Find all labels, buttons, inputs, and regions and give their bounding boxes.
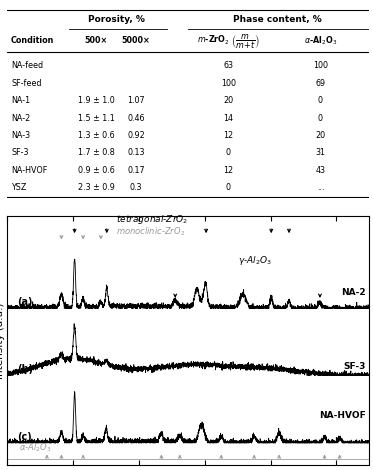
Text: 20: 20 — [223, 96, 233, 105]
Text: 0.9 ± 0.6: 0.9 ± 0.6 — [78, 166, 115, 175]
Text: NA-1: NA-1 — [11, 96, 30, 105]
Text: 0.17: 0.17 — [127, 166, 145, 175]
Text: $\alpha$-Al$_2$O$_3$: $\alpha$-Al$_2$O$_3$ — [304, 34, 337, 47]
Text: $\alpha$-$\mathit{Al_2O_3}$: $\alpha$-$\mathit{Al_2O_3}$ — [19, 442, 52, 454]
Text: Phase content, %: Phase content, % — [233, 15, 322, 24]
Text: SF-3: SF-3 — [344, 362, 366, 371]
Text: 43: 43 — [316, 166, 325, 175]
Text: $\gamma$-$\mathit{Al_2O_3}$: $\gamma$-$\mathit{Al_2O_3}$ — [238, 254, 272, 267]
Text: 63: 63 — [223, 61, 233, 70]
Text: (a): (a) — [17, 297, 33, 307]
Text: 0.46: 0.46 — [127, 114, 145, 123]
Text: 0.92: 0.92 — [127, 131, 145, 140]
Text: NA-HVOF: NA-HVOF — [319, 411, 366, 420]
Text: 12: 12 — [223, 131, 233, 140]
Text: 0: 0 — [318, 96, 323, 105]
Text: YSZ: YSZ — [11, 183, 26, 192]
Text: $\mathit{monoclinic}$-$\mathit{ZrO_2}$: $\mathit{monoclinic}$-$\mathit{ZrO_2}$ — [116, 226, 185, 238]
Text: NA-feed: NA-feed — [11, 61, 43, 70]
Y-axis label: Intensity (a.u.): Intensity (a.u.) — [0, 303, 5, 379]
Text: Porosity, %: Porosity, % — [88, 15, 144, 24]
Text: NA-HVOF: NA-HVOF — [11, 166, 47, 175]
Text: SF-3: SF-3 — [11, 149, 29, 157]
Text: 12: 12 — [223, 166, 233, 175]
Text: 31: 31 — [316, 149, 325, 157]
Text: ...: ... — [317, 183, 324, 192]
Text: NA-2: NA-2 — [11, 114, 30, 123]
Text: 1.9 ± 1.0: 1.9 ± 1.0 — [78, 96, 115, 105]
Text: 500×: 500× — [84, 36, 108, 45]
Text: 100: 100 — [221, 78, 236, 88]
Text: $m$-ZrO$_2$ $\left(\dfrac{m}{m\!+\!t}\right)$: $m$-ZrO$_2$ $\left(\dfrac{m}{m\!+\!t}\ri… — [197, 32, 260, 51]
Text: Condition: Condition — [11, 36, 54, 45]
Text: 0: 0 — [226, 183, 231, 192]
Text: 20: 20 — [315, 131, 326, 140]
Text: 1.07: 1.07 — [127, 96, 145, 105]
Text: 100: 100 — [313, 61, 328, 70]
Text: 69: 69 — [315, 78, 326, 88]
Text: 5000×: 5000× — [122, 36, 150, 45]
Text: 2.3 ± 0.9: 2.3 ± 0.9 — [78, 183, 115, 192]
Text: NA-3: NA-3 — [11, 131, 30, 140]
Text: SF-feed: SF-feed — [11, 78, 41, 88]
Text: 0: 0 — [226, 149, 231, 157]
Text: 1.7 ± 0.8: 1.7 ± 0.8 — [78, 149, 115, 157]
Text: 1.5 ± 1.1: 1.5 ± 1.1 — [78, 114, 115, 123]
Text: 14: 14 — [223, 114, 233, 123]
Text: 0: 0 — [318, 114, 323, 123]
Text: (b): (b) — [17, 364, 34, 375]
Text: $\mathbf{\mathit{tetragonal}}$-$\mathbf{\mathit{ZrO_2}}$: $\mathbf{\mathit{tetragonal}}$-$\mathbf{… — [116, 212, 188, 226]
Text: 0.13: 0.13 — [127, 149, 145, 157]
Text: NA-2: NA-2 — [341, 288, 366, 297]
Text: 1.3 ± 0.6: 1.3 ± 0.6 — [78, 131, 115, 140]
Text: (c): (c) — [17, 431, 32, 442]
Text: 0.3: 0.3 — [130, 183, 142, 192]
